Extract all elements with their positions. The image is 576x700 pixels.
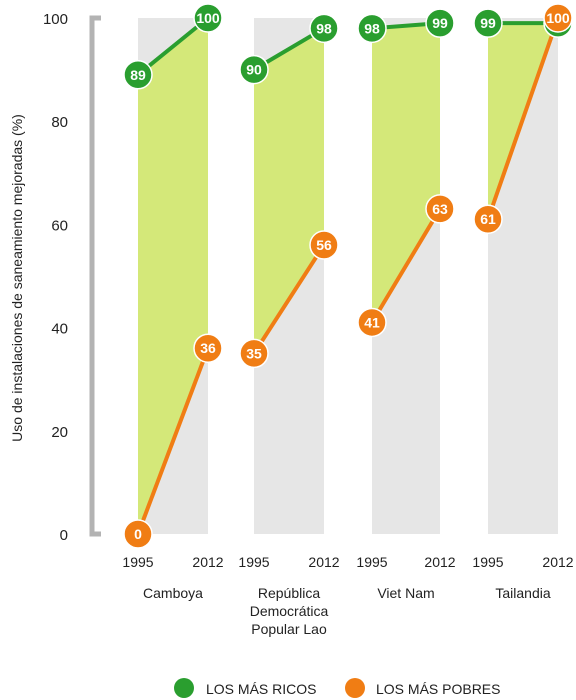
y-tick-0: 0 (60, 527, 68, 544)
y-tick-labels: 0 20 40 60 80 100 (43, 11, 68, 544)
poorest-line-3 (486, 17, 560, 220)
poorest-point-0-0 (123, 519, 153, 549)
group-label-3: Tailandia (495, 585, 550, 601)
x-tick-1-1: 2012 (308, 554, 339, 570)
y-tick-100: 100 (43, 11, 68, 28)
richest-point-0-0 (123, 60, 153, 90)
group-label-line: Popular Lao (251, 621, 327, 637)
x-tick-0-0: 1995 (122, 554, 153, 570)
x-tick-1-0: 1995 (238, 554, 269, 570)
richest-value-label-1-0: 90 (246, 62, 262, 78)
poorest-point-1-0 (239, 338, 269, 369)
richest-value-label-3-0: 99 (480, 15, 496, 31)
group-label-0: Camboya (143, 585, 203, 601)
legend-label-poorest: LOS MÁS POBRES (376, 681, 500, 697)
richest-line-0 (136, 16, 210, 77)
poorest-value-label-2-0: 41 (364, 314, 380, 330)
group-label-line: República (258, 585, 320, 601)
data-bubbles: 891000369098355698994163999961100 (123, 3, 573, 549)
y-axis-label: Uso de instalaciones de saneamiento mejo… (9, 114, 25, 442)
richest-value-label-0-0: 89 (130, 67, 146, 83)
legend-marker-poorest (345, 678, 365, 698)
poorest-value-label-0-0: 0 (134, 526, 142, 542)
group-label-line: Viet Nam (377, 585, 434, 601)
poorest-value-label-3-1: 100 (546, 10, 570, 26)
poorest-value-label-1-0: 35 (246, 345, 262, 361)
legend-label-richest: LOS MÁS RICOS (206, 681, 316, 697)
poorest-point-3-1 (543, 3, 573, 33)
poorest-point-1-1 (309, 230, 339, 260)
richest-point-3-0 (473, 8, 503, 38)
x-tick-0-1: 2012 (192, 554, 223, 570)
group-label-line: Tailandia (495, 585, 550, 601)
poorest-point-3-0 (473, 204, 503, 234)
x-tick-3-1: 2012 (542, 554, 573, 570)
poorest-value-label-3-0: 61 (480, 211, 496, 227)
y-axis-bracket (89, 15, 101, 537)
richest-value-label-1-1: 98 (316, 20, 332, 36)
richest-point-2-1 (425, 8, 455, 38)
group-label-1: República Democrática Popular Lao (250, 585, 329, 637)
richest-value-label-0-1: 100 (196, 10, 220, 26)
richest-point-1-0 (239, 54, 269, 85)
poorest-value-label-0-1: 36 (200, 340, 216, 356)
poorest-line-1 (252, 243, 326, 355)
legend: LOS MÁS RICOS LOS MÁS POBRES (174, 678, 500, 698)
group-label-2: Viet Nam (377, 585, 434, 601)
y-axis (89, 15, 101, 537)
poorest-point-0-1 (193, 333, 223, 363)
poorest-line-2 (370, 207, 442, 324)
x-tick-3-0: 1995 (472, 554, 503, 570)
richest-point-1-1 (309, 13, 339, 44)
group-labels: Camboya República Democrática Popular Lao Vi… (143, 585, 551, 637)
richest-point-0-1 (193, 3, 223, 33)
richest-value-label-2-0: 98 (364, 20, 380, 36)
legend-marker-richest (174, 678, 194, 698)
y-tick-20: 20 (51, 424, 68, 441)
y-tick-40: 40 (51, 321, 68, 338)
poorest-point-2-0 (357, 307, 387, 338)
group-label-line: Democrática (250, 603, 329, 619)
gap-fill-2 (372, 23, 440, 323)
x-tick-2-1: 2012 (424, 554, 455, 570)
gap-fills (138, 18, 558, 534)
x-tick-labels: 1995 2012 1995 2012 1995 2012 1995 2012 (122, 554, 573, 570)
y-tick-80: 80 (51, 114, 68, 131)
gap-fill-0 (138, 18, 208, 534)
poorest-point-2-1 (425, 194, 455, 224)
richest-value-label-2-1: 99 (432, 15, 448, 31)
x-tick-2-0: 1995 (356, 554, 387, 570)
gap-fill-1 (254, 28, 324, 354)
poorest-value-label-1-1: 56 (316, 237, 332, 253)
y-tick-60: 60 (51, 217, 68, 234)
richest-point-2-0 (357, 13, 387, 44)
group-label-line: Camboya (143, 585, 203, 601)
poorest-line-0 (136, 347, 210, 535)
poorest-value-label-2-1: 63 (432, 201, 448, 217)
